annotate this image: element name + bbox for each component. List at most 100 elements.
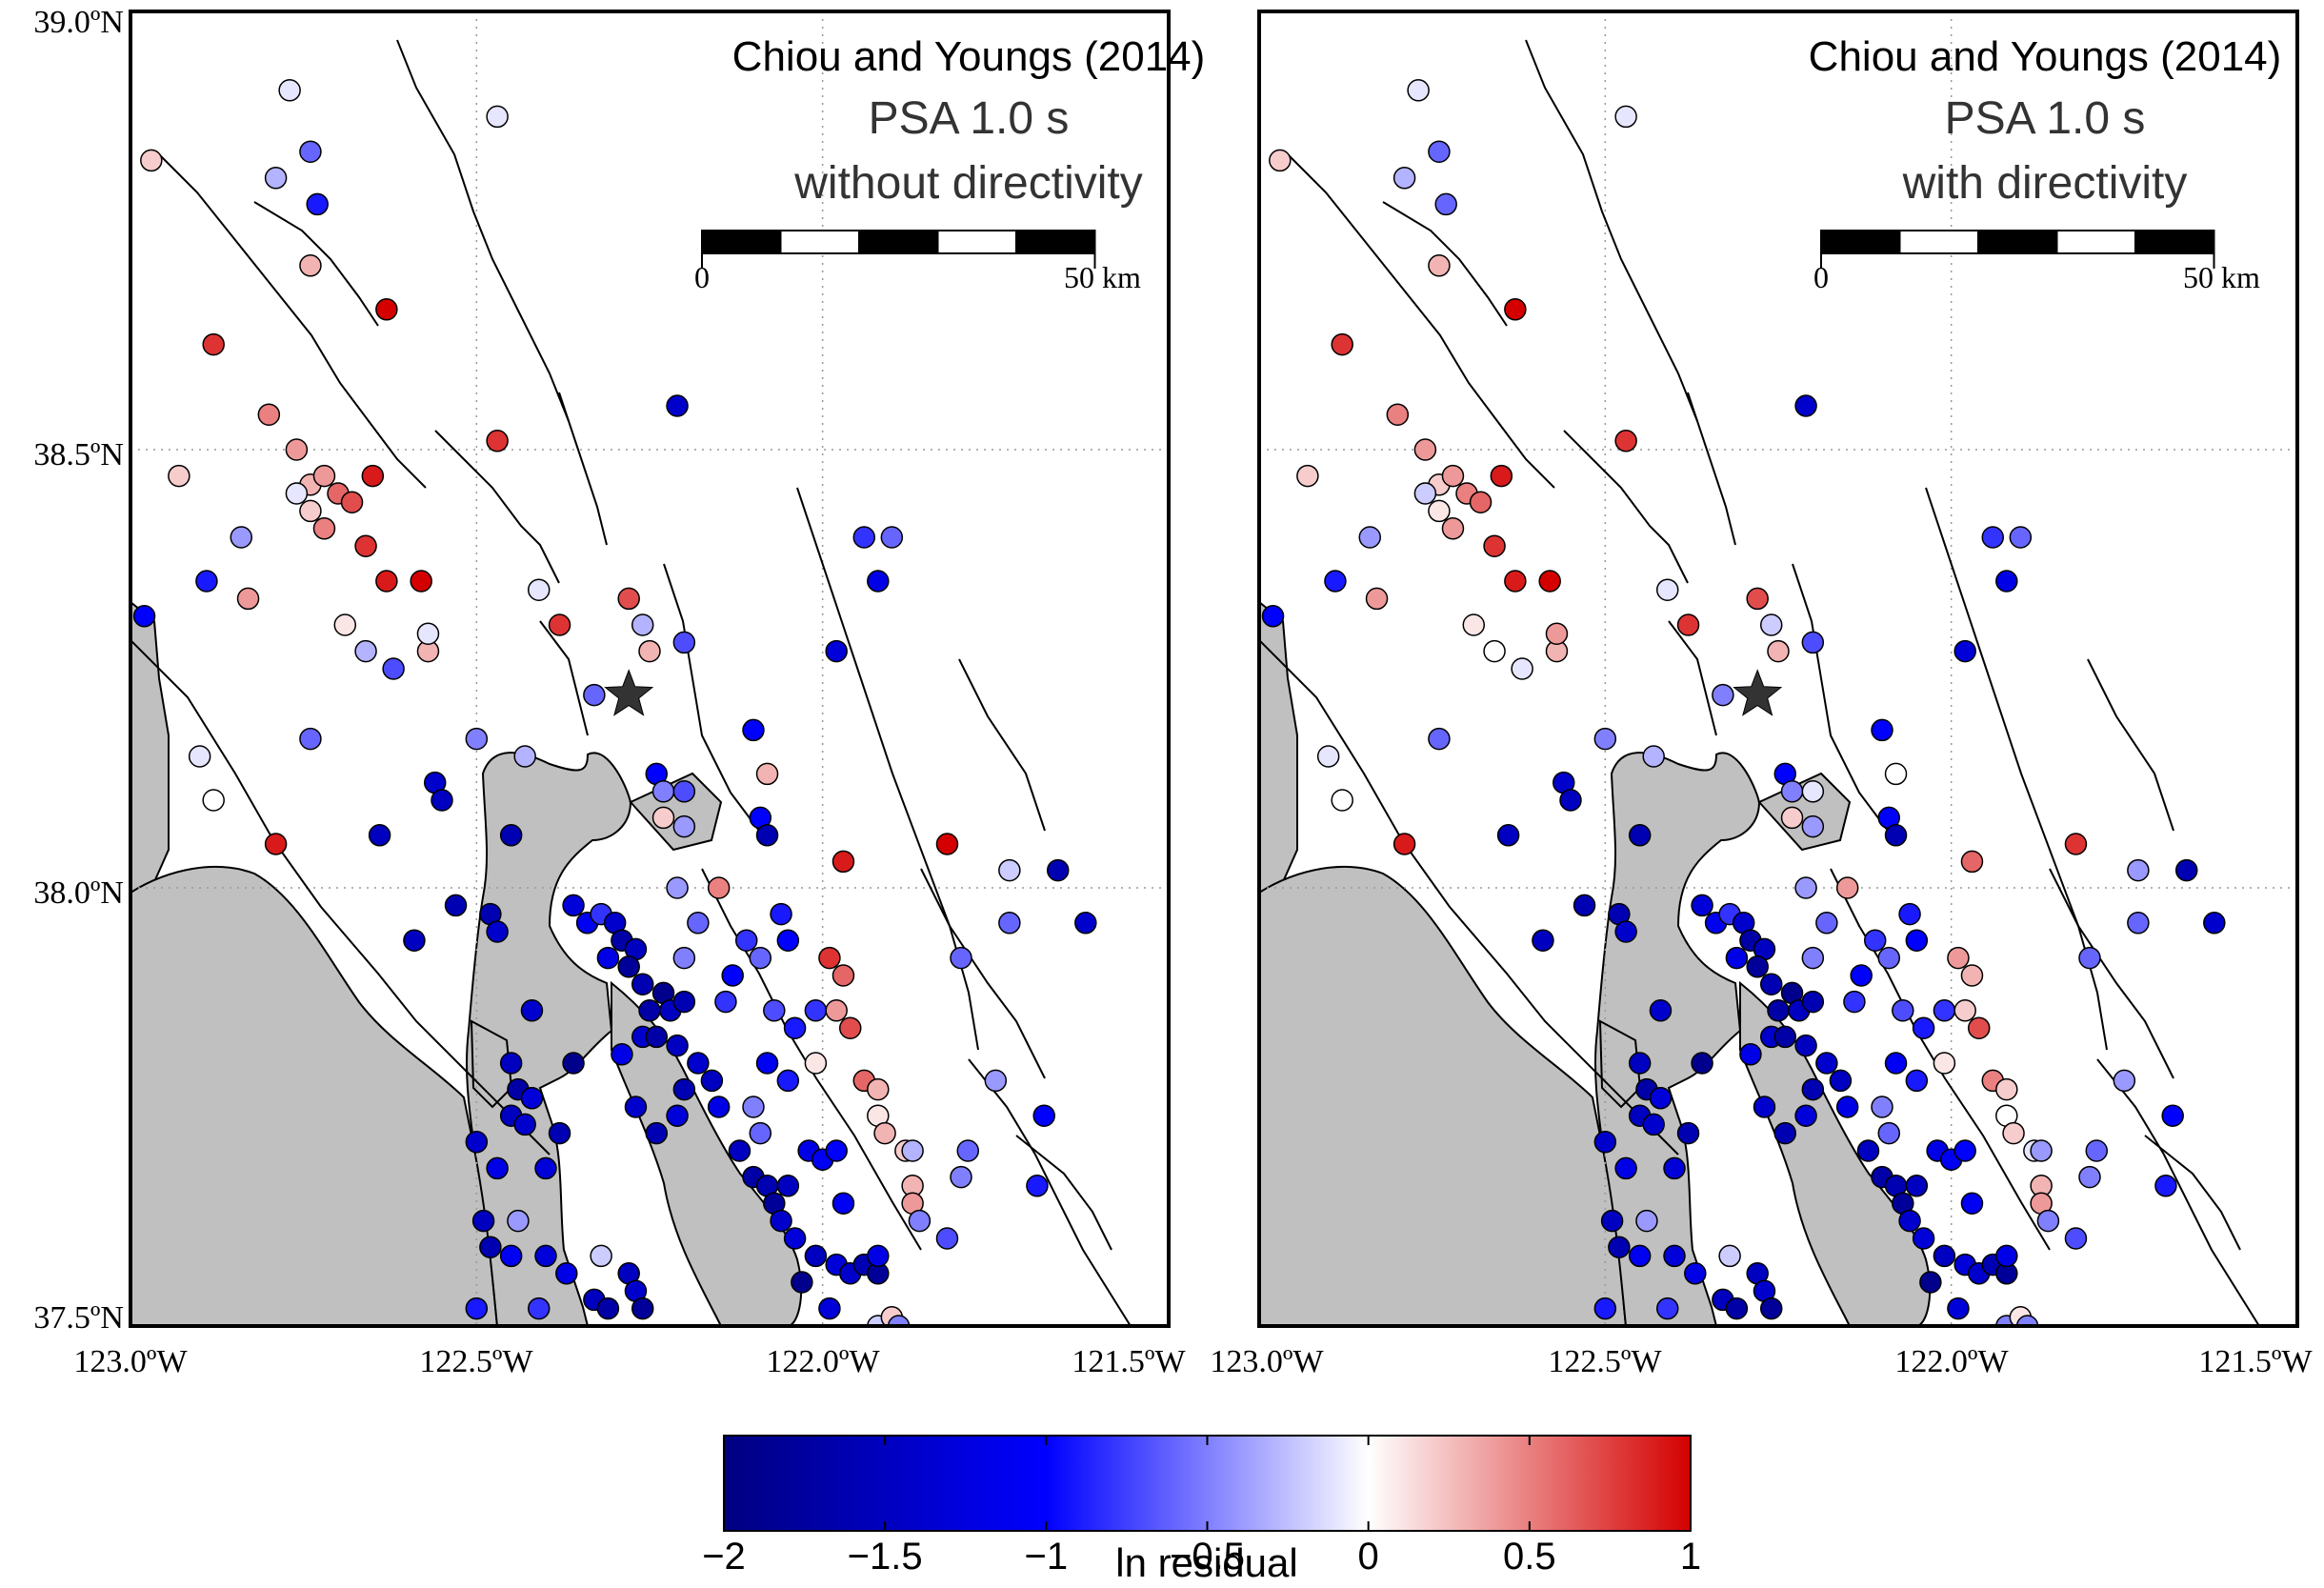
station-marker — [1642, 745, 1665, 768]
fault-line — [1687, 392, 1736, 546]
station-marker — [1663, 1244, 1686, 1268]
station-marker — [714, 990, 737, 1014]
station-marker — [2078, 946, 2101, 970]
station-marker — [375, 298, 398, 321]
station-marker — [666, 1104, 689, 1127]
station-marker — [499, 1244, 523, 1268]
station-marker — [825, 999, 848, 1022]
station-marker — [1960, 1192, 1984, 1215]
scale-bar-right: 0 50 km — [1813, 230, 2260, 294]
station-marker — [236, 587, 260, 611]
station-marker — [1261, 605, 1285, 628]
fault-line — [158, 153, 427, 489]
station-marker — [596, 946, 620, 970]
station-marker — [700, 1069, 724, 1093]
station-marker — [361, 464, 385, 488]
lon-label-123-right: 123.0ºW — [1210, 1344, 1324, 1379]
title-line1-left: Chiou and Youngs (2014) — [732, 33, 1206, 80]
station-marker — [1953, 999, 1976, 1022]
station-marker — [285, 482, 309, 505]
station-marker — [299, 727, 322, 751]
station-marker — [1593, 1131, 1617, 1154]
scale-bar-segment — [1015, 230, 1096, 254]
station-marker — [2030, 1139, 2053, 1162]
station-marker — [299, 140, 322, 163]
station-marker — [1483, 534, 1506, 557]
station-marker — [1676, 1121, 1700, 1145]
station-marker — [1469, 491, 1493, 513]
station-marker — [1614, 920, 1637, 943]
title-line3-left: without directivity — [793, 158, 1142, 209]
station-marker — [1739, 1043, 1762, 1066]
station-marker — [1871, 718, 1893, 742]
station-marker — [1829, 1069, 1853, 1093]
station-marker — [783, 1227, 807, 1250]
colorbar-tick-label: −2 — [702, 1536, 746, 1578]
station-marker — [1358, 526, 1382, 549]
station-marker — [132, 605, 156, 628]
station-marker — [2161, 1104, 2184, 1127]
station-marker — [631, 1297, 654, 1320]
fault-line — [130, 639, 551, 1156]
station-marker — [1905, 1069, 1929, 1093]
scale-bar-end-label: 50 km — [1064, 260, 1141, 294]
station-marker — [1663, 1156, 1686, 1180]
water-body — [130, 865, 499, 1326]
map-body-right — [1259, 11, 2297, 1326]
station-marker — [1877, 1121, 1901, 1145]
station-marker — [1856, 1139, 1880, 1162]
station-marker — [230, 526, 253, 549]
station-marker — [382, 657, 405, 680]
scale-bar-segment — [1898, 230, 1979, 254]
lon-label-122-5-left: 122.5ºW — [419, 1344, 533, 1379]
fault-line — [958, 658, 1046, 832]
stations-right — [1261, 79, 2226, 1326]
water-body — [1739, 980, 1932, 1326]
station-marker — [1746, 587, 1769, 611]
station-marker — [368, 824, 391, 847]
fault-line — [539, 620, 589, 736]
station-marker — [2015, 1315, 2039, 1326]
station-marker — [1919, 1271, 1942, 1294]
station-marker — [617, 955, 640, 978]
station-marker — [901, 1139, 924, 1162]
title-line3-right: with directivity — [1902, 158, 2188, 209]
station-marker — [1725, 1297, 1749, 1320]
colorbar-tick-label: 0.5 — [1503, 1536, 1556, 1578]
colorbar-tick-label: −1 — [1025, 1536, 1069, 1578]
station-marker — [755, 762, 779, 786]
station-marker — [590, 1244, 612, 1268]
fault-line — [1830, 868, 2051, 1251]
station-marker — [804, 1052, 828, 1075]
fault-line — [968, 1058, 1132, 1326]
station-marker — [831, 964, 855, 987]
station-marker — [749, 1121, 772, 1145]
station-marker — [188, 745, 211, 768]
station-marker — [1600, 1209, 1624, 1233]
station-marker — [285, 438, 309, 461]
station-marker — [2064, 833, 2088, 855]
station-marker — [202, 789, 225, 812]
station-marker — [873, 1121, 896, 1145]
map-panel-right: Chiou and Youngs (2014) PSA 1.0 s with d… — [1257, 10, 2299, 1328]
faults-left — [130, 39, 1132, 1326]
station-marker — [1933, 1052, 1956, 1075]
station-marker — [887, 1315, 911, 1326]
station-marker — [1712, 683, 1734, 707]
station-marker — [2036, 1209, 2060, 1233]
colorbar-ticks: −2 −1.5 −1 −0.5 0 0.5 1 — [702, 1436, 1701, 1578]
station-marker — [1614, 1156, 1637, 1180]
station-marker — [1773, 1121, 1797, 1145]
station-marker — [825, 639, 848, 663]
station-marker — [1331, 789, 1353, 812]
gridlines-right — [1259, 11, 2297, 1326]
panel-title-right: Chiou and Youngs (2014) PSA 1.0 s with d… — [1809, 33, 2282, 209]
station-marker — [548, 613, 571, 636]
station-marker — [1967, 1016, 1991, 1039]
scale-bar-segment — [701, 230, 782, 254]
station-marker — [444, 894, 468, 917]
station-marker — [2009, 526, 2033, 549]
station-marker — [1593, 1297, 1617, 1320]
station-marker — [1428, 254, 1451, 277]
station-marker — [1691, 894, 1713, 917]
